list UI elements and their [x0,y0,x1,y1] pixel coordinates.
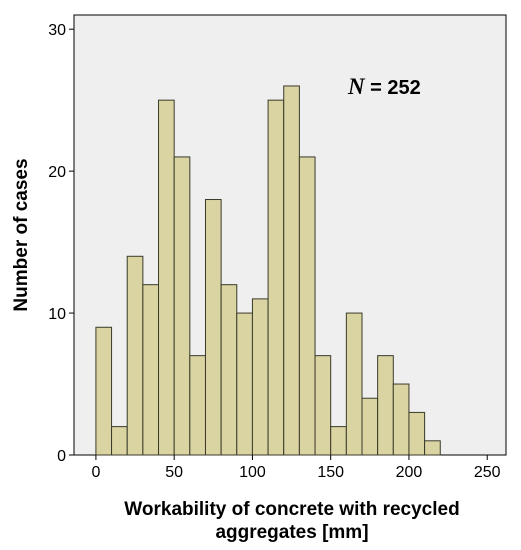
histogram-bar [424,440,441,456]
histogram-bar [251,298,269,456]
histogram-bar [267,99,285,456]
bars-group [95,85,441,456]
y-tick-label: 0 [57,448,66,465]
histogram-bar [158,99,175,456]
histogram-bar [298,156,316,456]
y-axis-title: Number of cases [11,158,32,311]
y-tick-label: 30 [48,22,66,39]
histogram-bar [173,156,191,456]
annotation-label: N = 252 [347,74,421,99]
histogram-bar [189,355,206,456]
annotation-n-value: = 252 [365,77,421,99]
x-tick-label: 100 [239,464,266,481]
x-tick-label: 200 [396,464,423,481]
histogram-bar [126,255,144,456]
histogram-bar [111,426,128,456]
x-axis-title-line1: Workability of concrete with recycled [124,499,459,520]
y-tick-label: 20 [48,164,66,181]
histogram-bar [361,397,379,456]
y-axis-ticks: 0 10 20 30 [48,22,74,465]
histogram-bar [314,355,332,456]
histogram-bar [204,199,222,456]
histogram-bar [95,326,113,456]
x-tick-label: 50 [165,464,183,481]
histogram-bar [283,85,300,456]
histogram-bar [345,312,363,456]
histogram-bar [236,312,253,456]
annotation-n-symbol: N [347,74,366,99]
histogram-bar [408,411,426,456]
histogram-bar [392,383,410,456]
histogram-bar [377,355,394,456]
x-tick-label: 150 [317,464,344,481]
x-axis-ticks: 0 50 100 150 200 250 [91,455,501,481]
histogram-bar [220,284,238,456]
histogram-bar [330,426,347,456]
y-tick-label: 10 [48,306,66,323]
x-axis-title-line2: aggregates [mm] [215,522,368,543]
x-tick-label: 0 [91,464,100,481]
histogram-bar [142,284,160,456]
x-tick-label: 250 [474,464,501,481]
